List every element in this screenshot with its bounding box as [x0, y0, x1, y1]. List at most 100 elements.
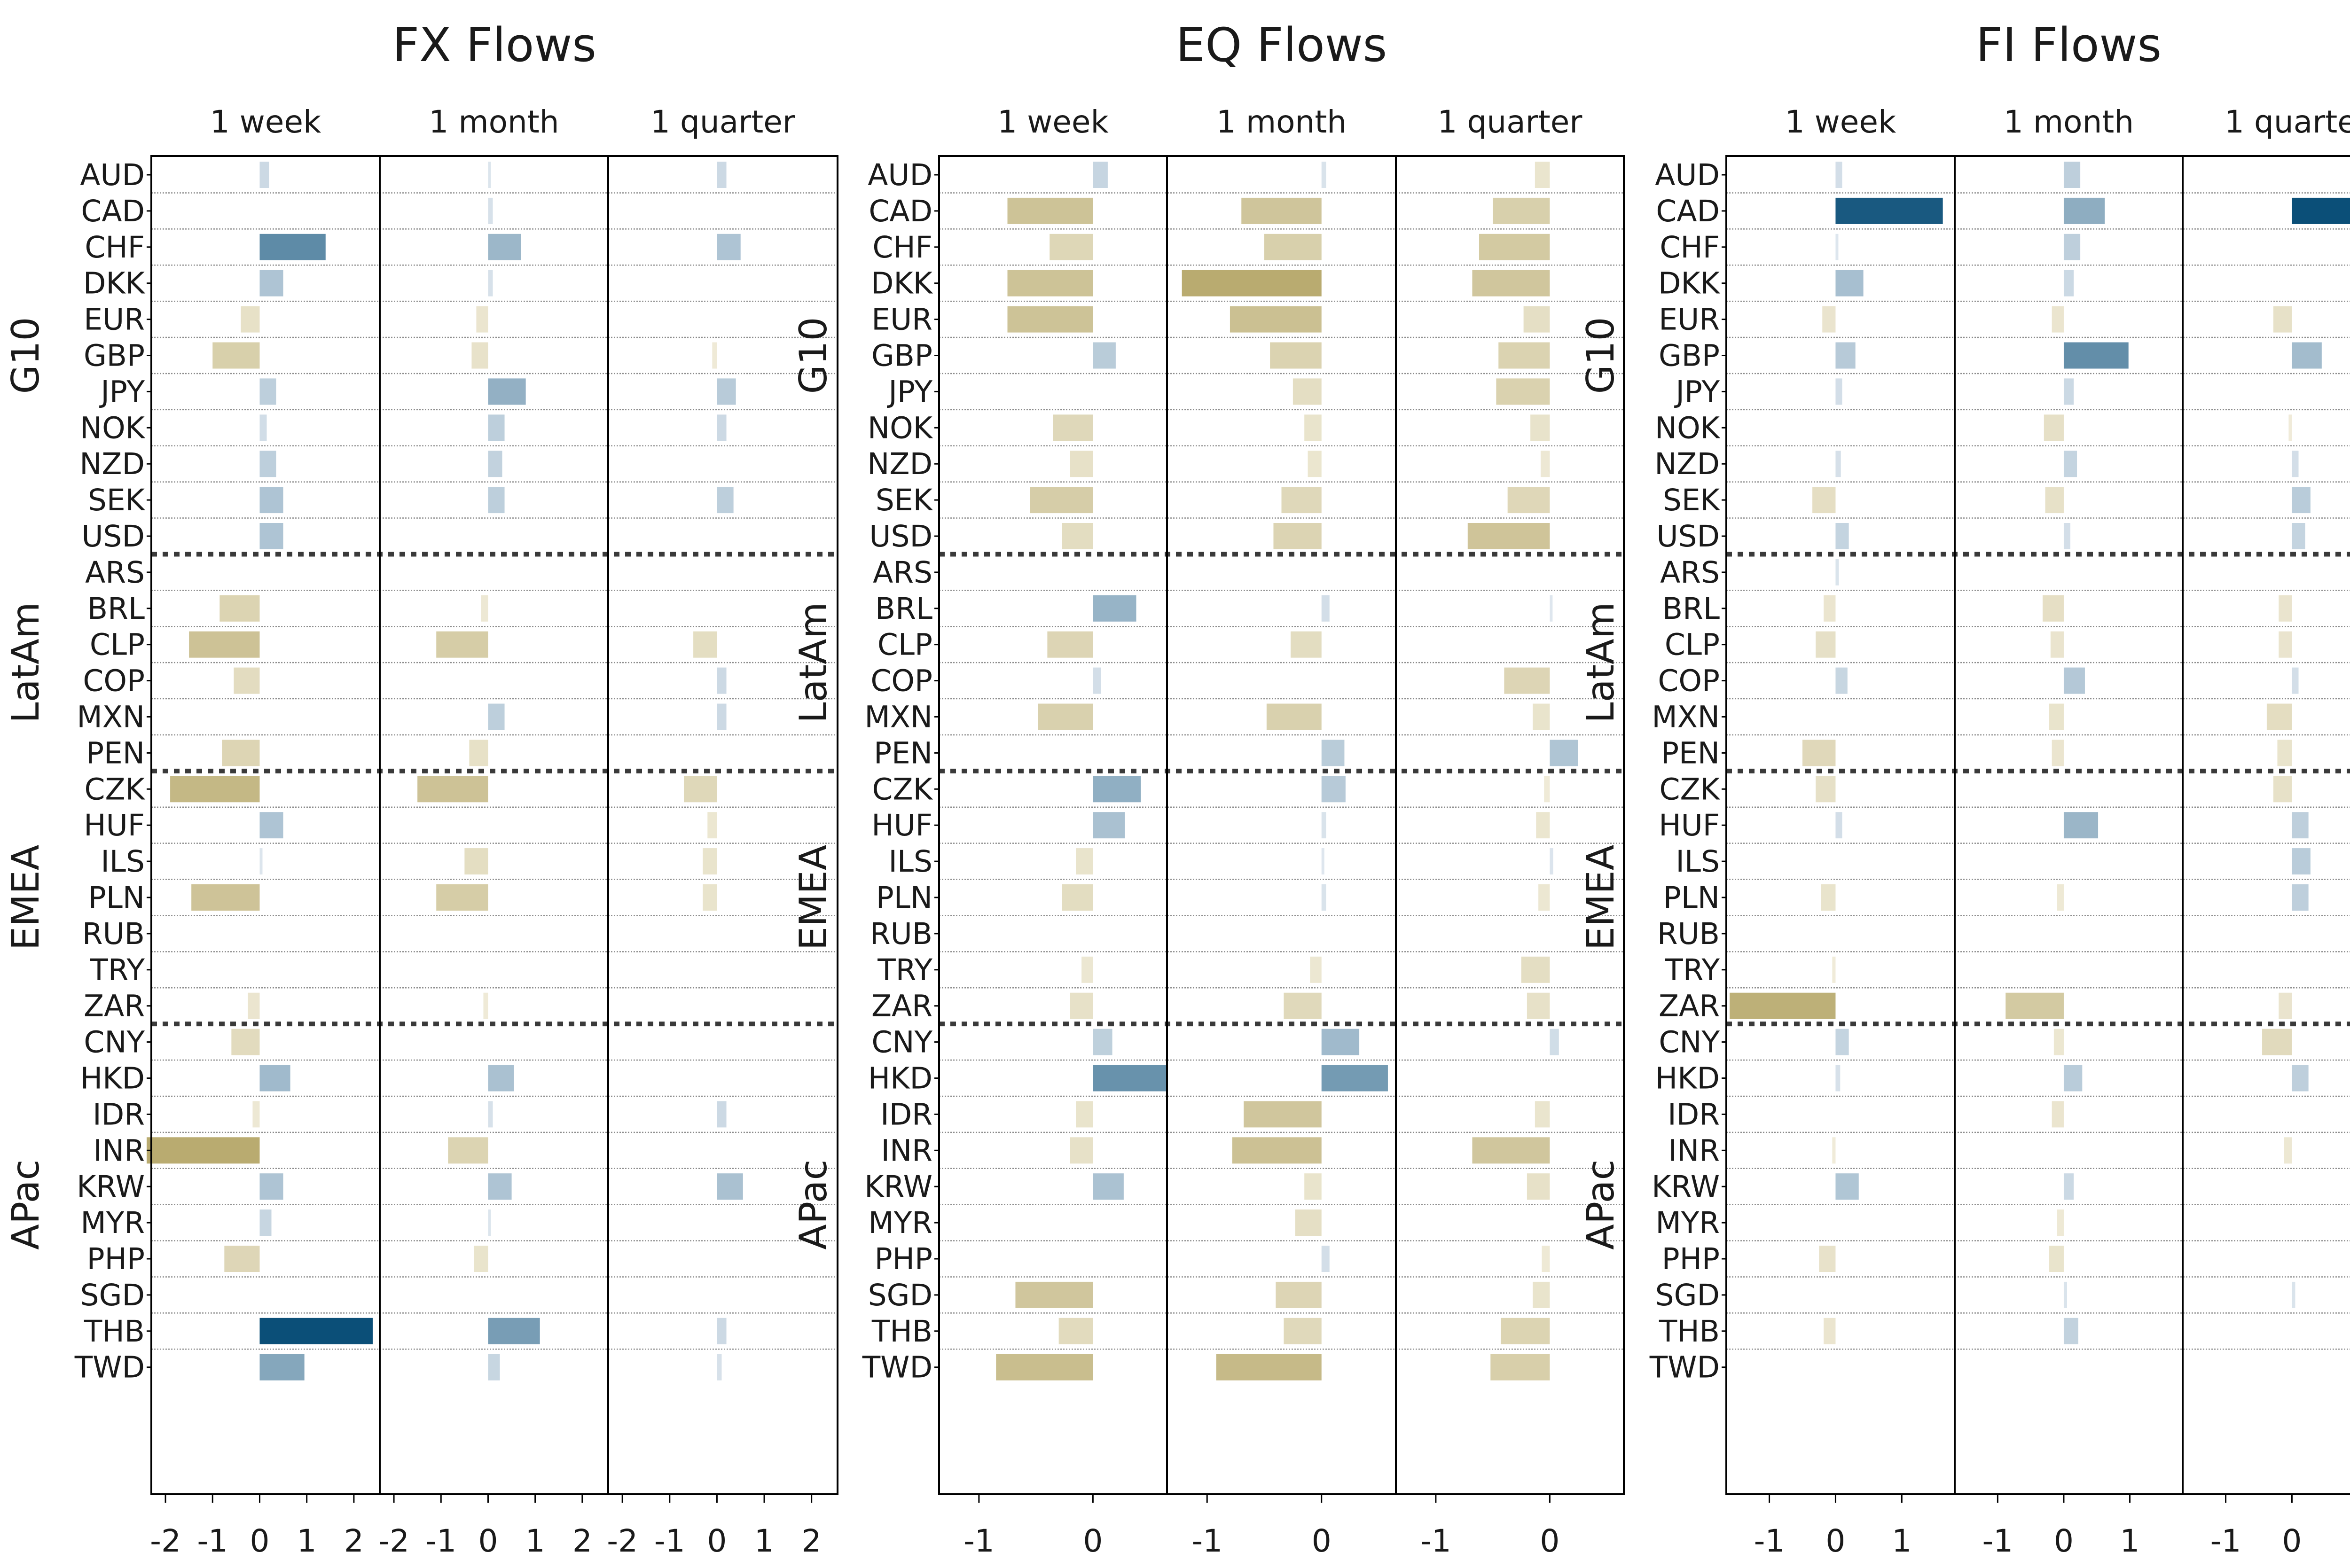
x-tick-label: -1 — [1420, 1523, 1451, 1559]
currency-label: THB — [871, 1314, 932, 1349]
bar-cad — [1493, 197, 1550, 224]
bar-nzd — [1540, 451, 1550, 477]
bar-twd — [488, 1354, 500, 1381]
x-tick-label: 2 — [572, 1523, 592, 1559]
currency-label: ARS — [1660, 555, 1720, 590]
bar-thb — [1501, 1318, 1550, 1344]
bar-pln — [1538, 884, 1550, 911]
currency-label: HUF — [84, 808, 145, 843]
x-tick-label: 0 — [478, 1523, 498, 1559]
bar-pen — [1550, 740, 1578, 766]
currency-label: CZK — [85, 772, 146, 806]
currency-label: CHF — [85, 230, 145, 265]
bar-nok — [1304, 414, 1322, 441]
bar-try — [1521, 956, 1550, 983]
subplot-1-quarter: 1 quarter -1 0 1 — [2210, 104, 2350, 1559]
x-tick-label: 1 — [2348, 1523, 2350, 1559]
x-tick-label: 0 — [250, 1523, 269, 1559]
currency-label: THB — [1659, 1314, 1720, 1349]
currency-label: CLP — [90, 628, 145, 662]
bar-cny — [231, 1029, 260, 1055]
bar-jpy — [259, 378, 276, 405]
bar-krw — [1835, 1173, 1859, 1200]
x-tick-label: -2 — [607, 1523, 638, 1559]
bar-krw — [1527, 1173, 1550, 1200]
bar-inr — [1472, 1137, 1550, 1164]
currency-label: KRW — [1652, 1170, 1720, 1204]
bar-twd — [717, 1354, 722, 1381]
bar-ars — [1835, 559, 1839, 585]
bar-idr — [252, 1101, 260, 1128]
bar-sek — [488, 487, 505, 514]
currency-label: IDR — [880, 1097, 932, 1131]
bar-hkd — [259, 1065, 290, 1092]
horizon-label: 1 quarter — [650, 104, 796, 140]
region-label-emea: EMEA — [1579, 844, 1622, 950]
bar-mxn — [2266, 703, 2292, 730]
bar-ils — [464, 848, 488, 875]
bar-cny — [1835, 1029, 1849, 1055]
bar-php — [1542, 1246, 1550, 1272]
x-tick-label: -1 — [1191, 1523, 1222, 1559]
currency-label: NZD — [867, 447, 932, 481]
currency-label: EUR — [84, 303, 145, 337]
region-label-emea: EMEA — [791, 844, 835, 950]
currency-label: NOK — [868, 411, 933, 445]
bar-inr — [1070, 1137, 1093, 1164]
bar-twd — [1216, 1354, 1322, 1381]
region-label-emea: EMEA — [4, 844, 47, 950]
currency-label: CNY — [1659, 1025, 1720, 1060]
currency-label: USD — [81, 519, 145, 554]
currency-label: CNY — [84, 1025, 145, 1060]
x-tick-label: 1 — [525, 1523, 545, 1559]
subplot-1-quarter: 1 quarter -2 -1 0 1 2 — [607, 104, 821, 1559]
bar-eur — [241, 306, 260, 333]
bar-sek — [717, 487, 734, 514]
bar-huf — [1093, 812, 1125, 839]
bar-cny — [2053, 1029, 2064, 1055]
currency-label: IDR — [1668, 1097, 1720, 1131]
currency-label: ILS — [888, 844, 932, 879]
bar-idr — [1535, 1101, 1550, 1128]
currency-label: ARS — [873, 555, 932, 590]
bar-cad — [1835, 197, 1943, 224]
bar-twd — [1490, 1354, 1550, 1381]
horizon-label: 1 quarter — [1438, 104, 1583, 140]
region-label-apac: APac — [791, 1159, 835, 1249]
currency-label: TRY — [877, 953, 932, 987]
bar-huf — [2063, 812, 2099, 839]
bar-sgd — [2063, 1281, 2067, 1308]
currency-label: GBP — [871, 339, 932, 373]
bar-chf — [1264, 234, 1322, 260]
currency-label: CAD — [81, 194, 145, 228]
bar-mxn — [488, 703, 505, 730]
bar-zar — [2279, 992, 2292, 1019]
bar-php — [1819, 1246, 1836, 1272]
currency-label: HKD — [80, 1061, 145, 1096]
bar-krw — [1304, 1173, 1322, 1200]
bar-gbp — [212, 342, 260, 369]
x-tick-label: -1 — [654, 1523, 685, 1559]
bar-eur — [1822, 306, 1836, 333]
bar-zar — [483, 992, 488, 1019]
bar-nok — [2288, 414, 2292, 441]
bar-php — [2049, 1246, 2064, 1272]
bar-huf — [1321, 812, 1326, 839]
bar-brl — [2279, 595, 2292, 622]
bar-try — [1832, 956, 1836, 983]
bar-chf — [1479, 234, 1550, 260]
currency-label: CHF — [1660, 230, 1720, 265]
bar-dkk — [1007, 270, 1093, 296]
x-tick-label: 1 — [1892, 1523, 1911, 1559]
bar-gbp — [2063, 342, 2129, 369]
x-tick-label: 1 — [754, 1523, 774, 1559]
bar-zar — [2005, 992, 2064, 1019]
currency-label: NZD — [79, 447, 145, 481]
bar-pln — [436, 884, 488, 911]
currency-label: AUD — [1655, 158, 1720, 192]
bar-myr — [2057, 1209, 2064, 1236]
bar-cad — [1007, 197, 1093, 224]
bar-inr — [448, 1137, 488, 1164]
bar-eur — [1523, 306, 1550, 333]
